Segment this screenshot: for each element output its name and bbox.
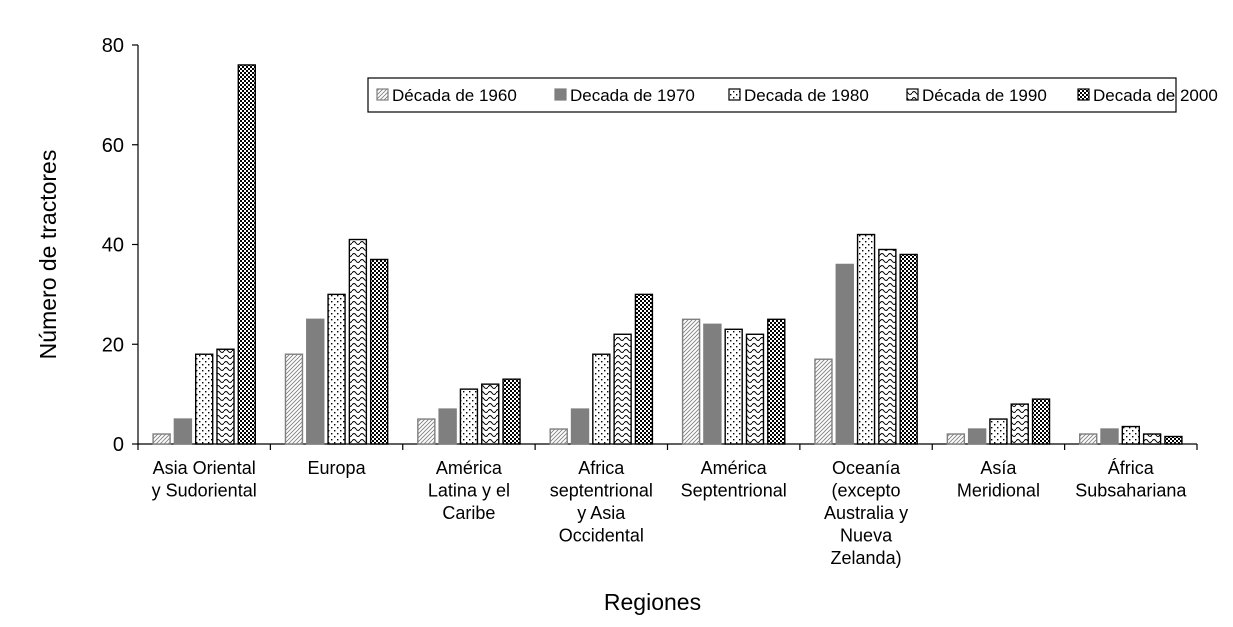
legend-label: Decada de 2000: [1093, 86, 1218, 105]
bar: [173, 418, 193, 445]
bar: [681, 318, 701, 445]
bar: [1010, 403, 1029, 445]
bar: [814, 358, 833, 445]
labels: 0 20 40 60 80 Asia Oriental y Sudoriental Europ…: [35, 35, 1187, 615]
bar: [237, 64, 256, 445]
bar: [306, 318, 325, 445]
bars: [152, 64, 1183, 445]
bar: [724, 328, 743, 445]
legend-label: Década de 1990: [922, 86, 1047, 105]
legend: Década de 1960 Decada de 1970 Decada de 19…: [367, 77, 1218, 113]
x-tick-label: Oceanía (excepto Australia y Nueva Zelanda): [824, 458, 908, 568]
bar: [767, 318, 786, 445]
bar: [856, 233, 876, 445]
bar: [878, 248, 897, 445]
bar: [369, 258, 389, 445]
y-tick-label: 40: [102, 235, 124, 257]
bar: [216, 348, 235, 445]
x-tick-label: América Septentrional: [681, 458, 787, 501]
bar: [502, 378, 521, 445]
bar: [417, 418, 436, 445]
y-tick-label: 0: [113, 434, 124, 456]
legend-swatch: [906, 88, 919, 101]
legend-box: [367, 77, 1177, 113]
x-axis-title: Regiones: [604, 589, 701, 615]
bar: [1142, 433, 1162, 445]
bar: [592, 353, 611, 445]
legend-swatch: [376, 88, 389, 101]
legend-swatch: [554, 88, 567, 101]
x-tick-label: África Subsahariana: [1075, 458, 1187, 501]
bar: [1100, 428, 1119, 445]
legend-swatch: [728, 88, 741, 101]
x-tick-label: Asia Oriental y Sudoriental: [152, 458, 257, 501]
legend-swatch: [1077, 88, 1090, 101]
y-tick-label: 80: [102, 35, 124, 57]
bar: [703, 323, 722, 445]
bar: [194, 353, 214, 445]
bar: [899, 253, 918, 445]
bar: [152, 433, 171, 445]
bar: [327, 293, 346, 445]
bar: [481, 383, 500, 445]
bar: [1164, 435, 1183, 445]
bar: [549, 428, 568, 445]
legend-label: Década de 1960: [392, 86, 517, 105]
bar: [613, 333, 632, 445]
legend-label: Decada de 1970: [570, 86, 695, 105]
bar: [459, 388, 479, 445]
bar: [1031, 398, 1051, 445]
bar: [989, 418, 1008, 445]
y-tick-label: 60: [102, 135, 124, 157]
bar: [284, 353, 304, 445]
bar: [438, 408, 457, 445]
bar: [946, 433, 966, 445]
bar: [967, 428, 987, 445]
x-tick-label: Europa: [308, 458, 367, 478]
legend-label: Decada de 1980: [744, 86, 869, 105]
y-axis-title: Número de tractores: [35, 150, 61, 360]
bar: [348, 238, 368, 445]
bar: [634, 293, 654, 445]
x-tick-label: Asía Meridional: [957, 458, 1040, 501]
x-tick-label: América Latina y el Caribe: [428, 458, 510, 523]
bar: [1079, 433, 1098, 445]
bar: [835, 263, 854, 445]
y-tick-label: 20: [102, 334, 124, 356]
x-tick-label: Africa septentrional y Asia Occidental: [550, 458, 653, 546]
bar: [570, 408, 590, 445]
bar: [1121, 425, 1141, 445]
bar: [745, 333, 765, 445]
